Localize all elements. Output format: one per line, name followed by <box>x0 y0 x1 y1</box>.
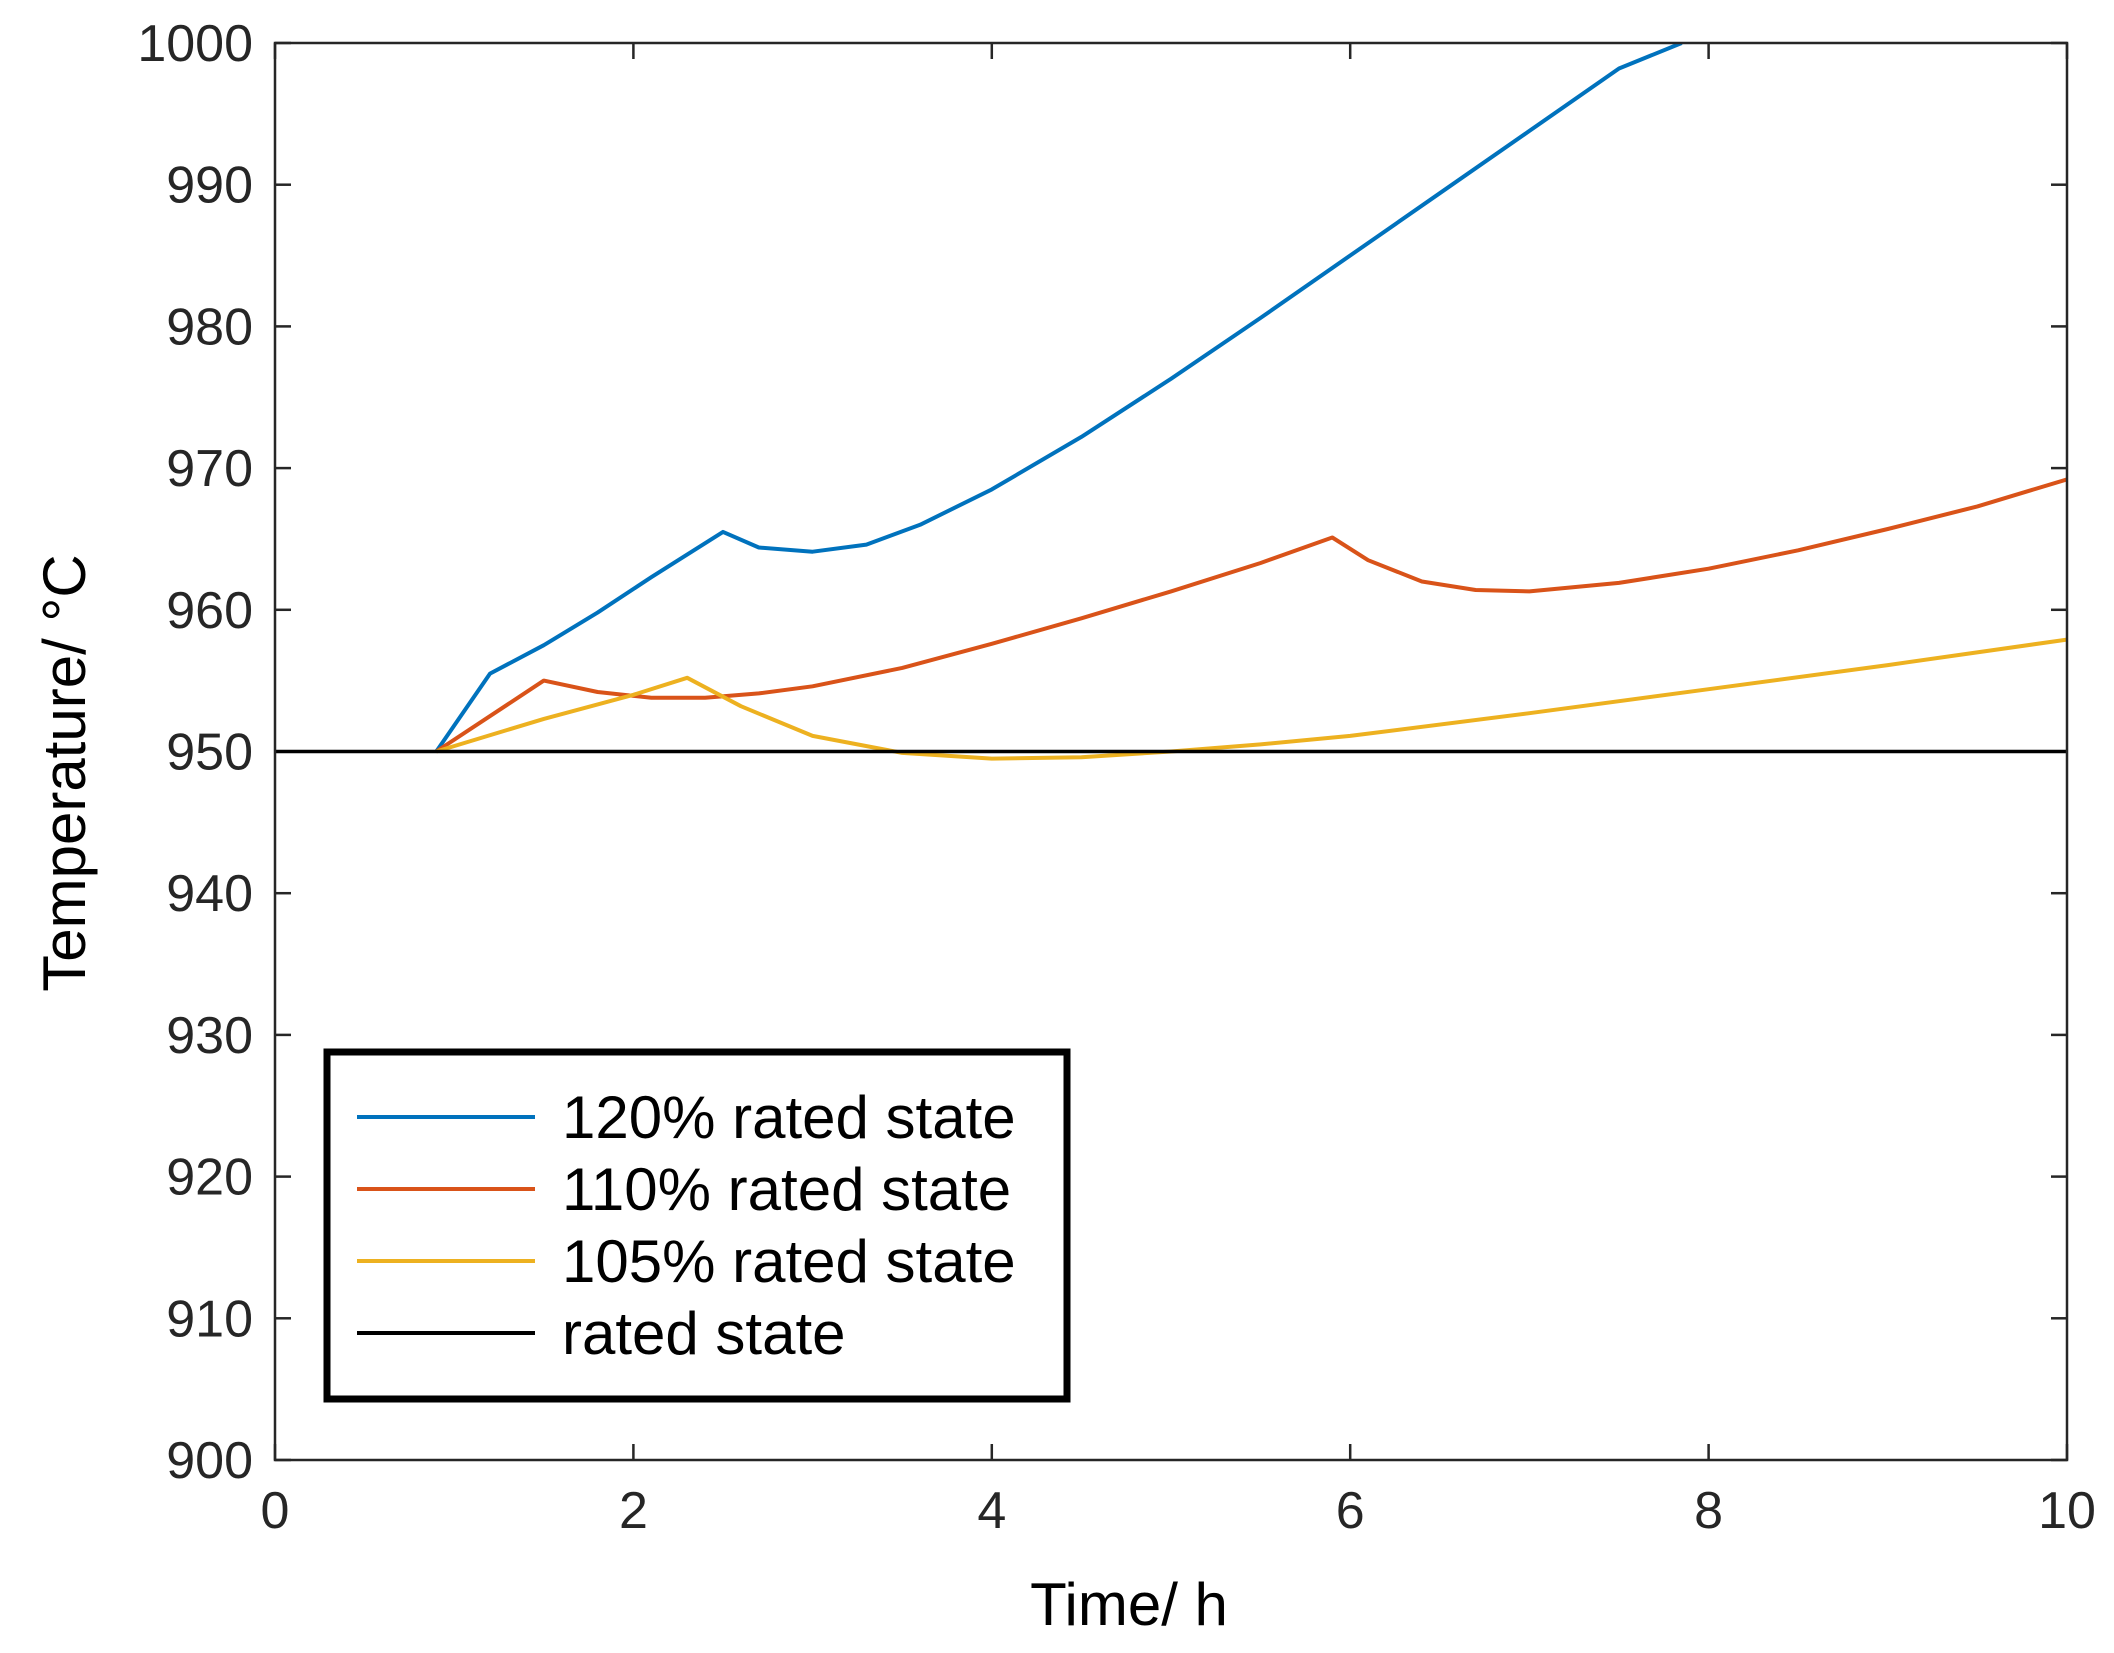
legend-label: 105% rated state <box>562 1228 1016 1295</box>
series-line-3 <box>435 637 2067 761</box>
y-tick-label: 950 <box>166 724 253 782</box>
legend-box <box>323 1048 1071 1403</box>
legend-label: 120% rated state <box>562 1084 1016 1151</box>
y-axis-label: Temperature/ °C <box>31 554 98 992</box>
y-tick-label: 940 <box>166 865 253 923</box>
series-line-1 <box>434 43 1683 753</box>
x-tick-label: 0 <box>261 1482 290 1540</box>
legend-label: rated state <box>562 1300 846 1367</box>
y-tick-label: 990 <box>166 157 253 215</box>
y-tick-label: 900 <box>166 1432 253 1490</box>
y-tick-label: 910 <box>166 1290 253 1348</box>
tick-labels: 0 2 4 6 8 10 900 910 920 930 940 950 960 970 980 990 100… <box>137 15 2096 1540</box>
y-tick-label: 920 <box>166 1149 253 1207</box>
x-tick-label: 4 <box>977 1482 1006 1540</box>
series-lines <box>275 43 2067 761</box>
x-tick-label: 10 <box>2038 1482 2096 1540</box>
legend-label: 110% rated state <box>562 1156 1011 1223</box>
y-tick-label: 960 <box>166 582 253 640</box>
x-tick-label: 2 <box>619 1482 648 1540</box>
series-line-2 <box>435 477 2067 754</box>
x-tick-label: 6 <box>1336 1482 1365 1540</box>
plot-area-frame <box>273 41 2069 1462</box>
x-axis-label: Time/ h <box>1030 1571 1228 1638</box>
y-tick-label: 930 <box>166 1007 253 1065</box>
y-tick-label: 980 <box>166 298 253 356</box>
x-tick-label: 8 <box>1694 1482 1723 1540</box>
y-tick-label: 1000 <box>137 15 253 73</box>
y-tick-label: 970 <box>166 440 253 498</box>
